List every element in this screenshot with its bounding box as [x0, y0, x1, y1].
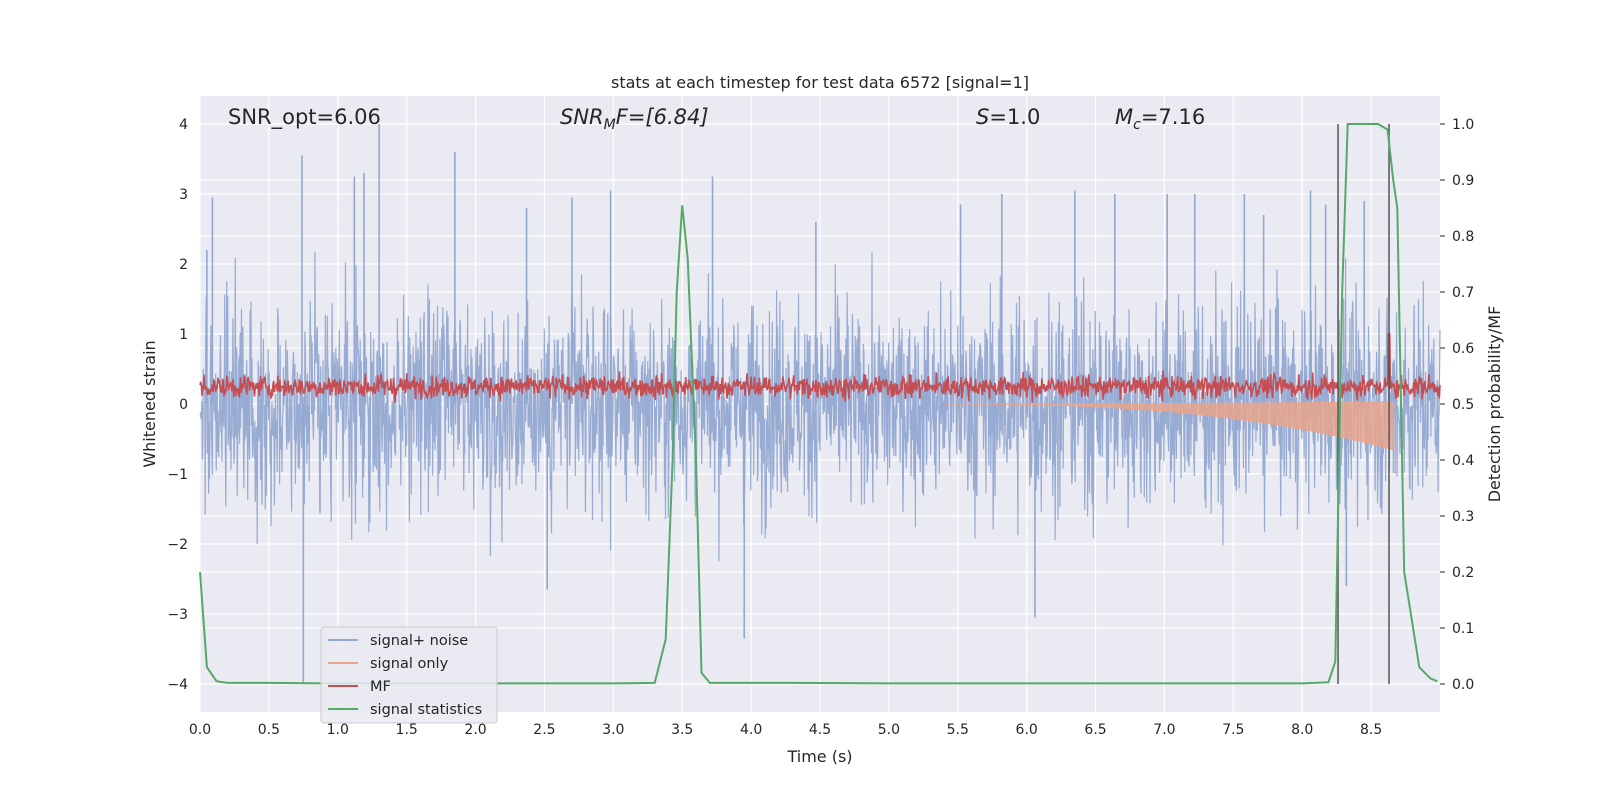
legend-item-signal-only: signal only: [328, 656, 449, 672]
legend-item-signal-statistics: signal statistics: [328, 702, 482, 718]
snr-mf-annotation: SNRMF=[6.84]: [560, 105, 709, 133]
x-tick-label: 5.0: [878, 722, 900, 738]
chart-title: stats at each timestep for test data 657…: [611, 73, 1029, 92]
y-right-axis-label: Detection probability/MF: [1485, 306, 1504, 503]
y-tick-labels: −4 −3 −2 −1 0 1 2 3 4: [167, 117, 188, 693]
y-tick-label: 0: [179, 397, 188, 413]
legend: signal+ noise signal only MF signal stat…: [320, 626, 498, 724]
mf-series: [199, 333, 1441, 403]
y-right-tick-label: 0.7: [1452, 285, 1474, 301]
x-tick-label: 0.5: [258, 722, 280, 738]
legend-item-mf: MF: [328, 679, 391, 695]
y-tick-label: −1: [167, 467, 188, 483]
detection-markers: [1337, 124, 1390, 684]
x-tick-label: 5.5: [947, 722, 969, 738]
y-tick-label: 2: [179, 257, 188, 273]
legend-label-signal-noise: signal+ noise: [370, 633, 468, 649]
x-tick-label: 2.0: [464, 722, 486, 738]
x-tick-label: 4.0: [740, 722, 762, 738]
x-tick-label: 0.0: [189, 722, 211, 738]
y-right-tick-label: 0.3: [1452, 509, 1474, 525]
y-tick-label: 4: [179, 117, 188, 133]
x-tick-label: 4.5: [809, 722, 831, 738]
x-tick-labels: 0.0 0.5 1.0 1.5 2.0 2.5 3.0 3.5 4.0 4.5 5.0 5.5 6.0 6…: [189, 722, 1382, 738]
legend-label-signal-statistics: signal statistics: [370, 702, 482, 718]
x-tick-label: 6.0: [1016, 722, 1038, 738]
legend-label-signal-only: signal only: [370, 656, 449, 672]
y-tick-label: −2: [167, 537, 188, 553]
signal-plus-noise-line: [199, 251, 1441, 562]
y-right-tick-label: 0.1: [1452, 621, 1474, 637]
x-tick-label: 7.5: [1222, 722, 1244, 738]
signal-only-series: [944, 401, 1394, 451]
y-right-tick-label: 0.6: [1452, 341, 1474, 357]
x-tick-label: 1.0: [327, 722, 349, 738]
x-tick-label: 8.0: [1291, 722, 1313, 738]
signal-only-envelope: [944, 401, 1394, 451]
x-tick-label: 3.5: [671, 722, 693, 738]
y-tick-label: −4: [167, 677, 188, 693]
snr-opt-annotation: SNR_opt=6.06: [228, 105, 381, 130]
y-right-tick-label: 0.9: [1452, 173, 1474, 189]
legend-box: [320, 626, 498, 724]
s-annotation: S=1.0: [976, 105, 1040, 129]
mc-annotation: Mc=7.16: [1115, 105, 1205, 133]
x-tick-label: 6.5: [1084, 722, 1106, 738]
x-tick-label: 8.5: [1360, 722, 1382, 738]
y-right-tick-label: 0.5: [1452, 397, 1474, 413]
y-right-tick-label: 0.4: [1452, 453, 1474, 469]
mf-line: [199, 333, 1441, 403]
legend-item-signal-noise: signal+ noise: [328, 633, 468, 649]
x-tick-label: 7.0: [1153, 722, 1175, 738]
y-tick-label: 1: [179, 327, 188, 343]
y-right-tick-labels: 0.0 0.1 0.2 0.3 0.4 0.5 0.6 0.7 0.8 0.9 1.0: [1440, 117, 1474, 693]
y-right-tick-label: 0.0: [1452, 677, 1474, 693]
y-right-tick-label: 0.8: [1452, 229, 1474, 245]
y-axis-label: Whitened strain: [140, 340, 159, 467]
y-right-tick-label: 1.0: [1452, 117, 1474, 133]
x-tick-label: 3.0: [602, 722, 624, 738]
legend-label-mf: MF: [370, 679, 391, 695]
x-tick-label: 2.5: [533, 722, 555, 738]
y-right-tick-label: 0.2: [1452, 565, 1474, 581]
x-axis-label: Time (s): [786, 747, 852, 766]
y-tick-label: −3: [167, 607, 188, 623]
x-tick-label: 1.5: [396, 722, 418, 738]
y-tick-label: 3: [179, 187, 188, 203]
signal-plus-noise-series: [199, 124, 1441, 684]
